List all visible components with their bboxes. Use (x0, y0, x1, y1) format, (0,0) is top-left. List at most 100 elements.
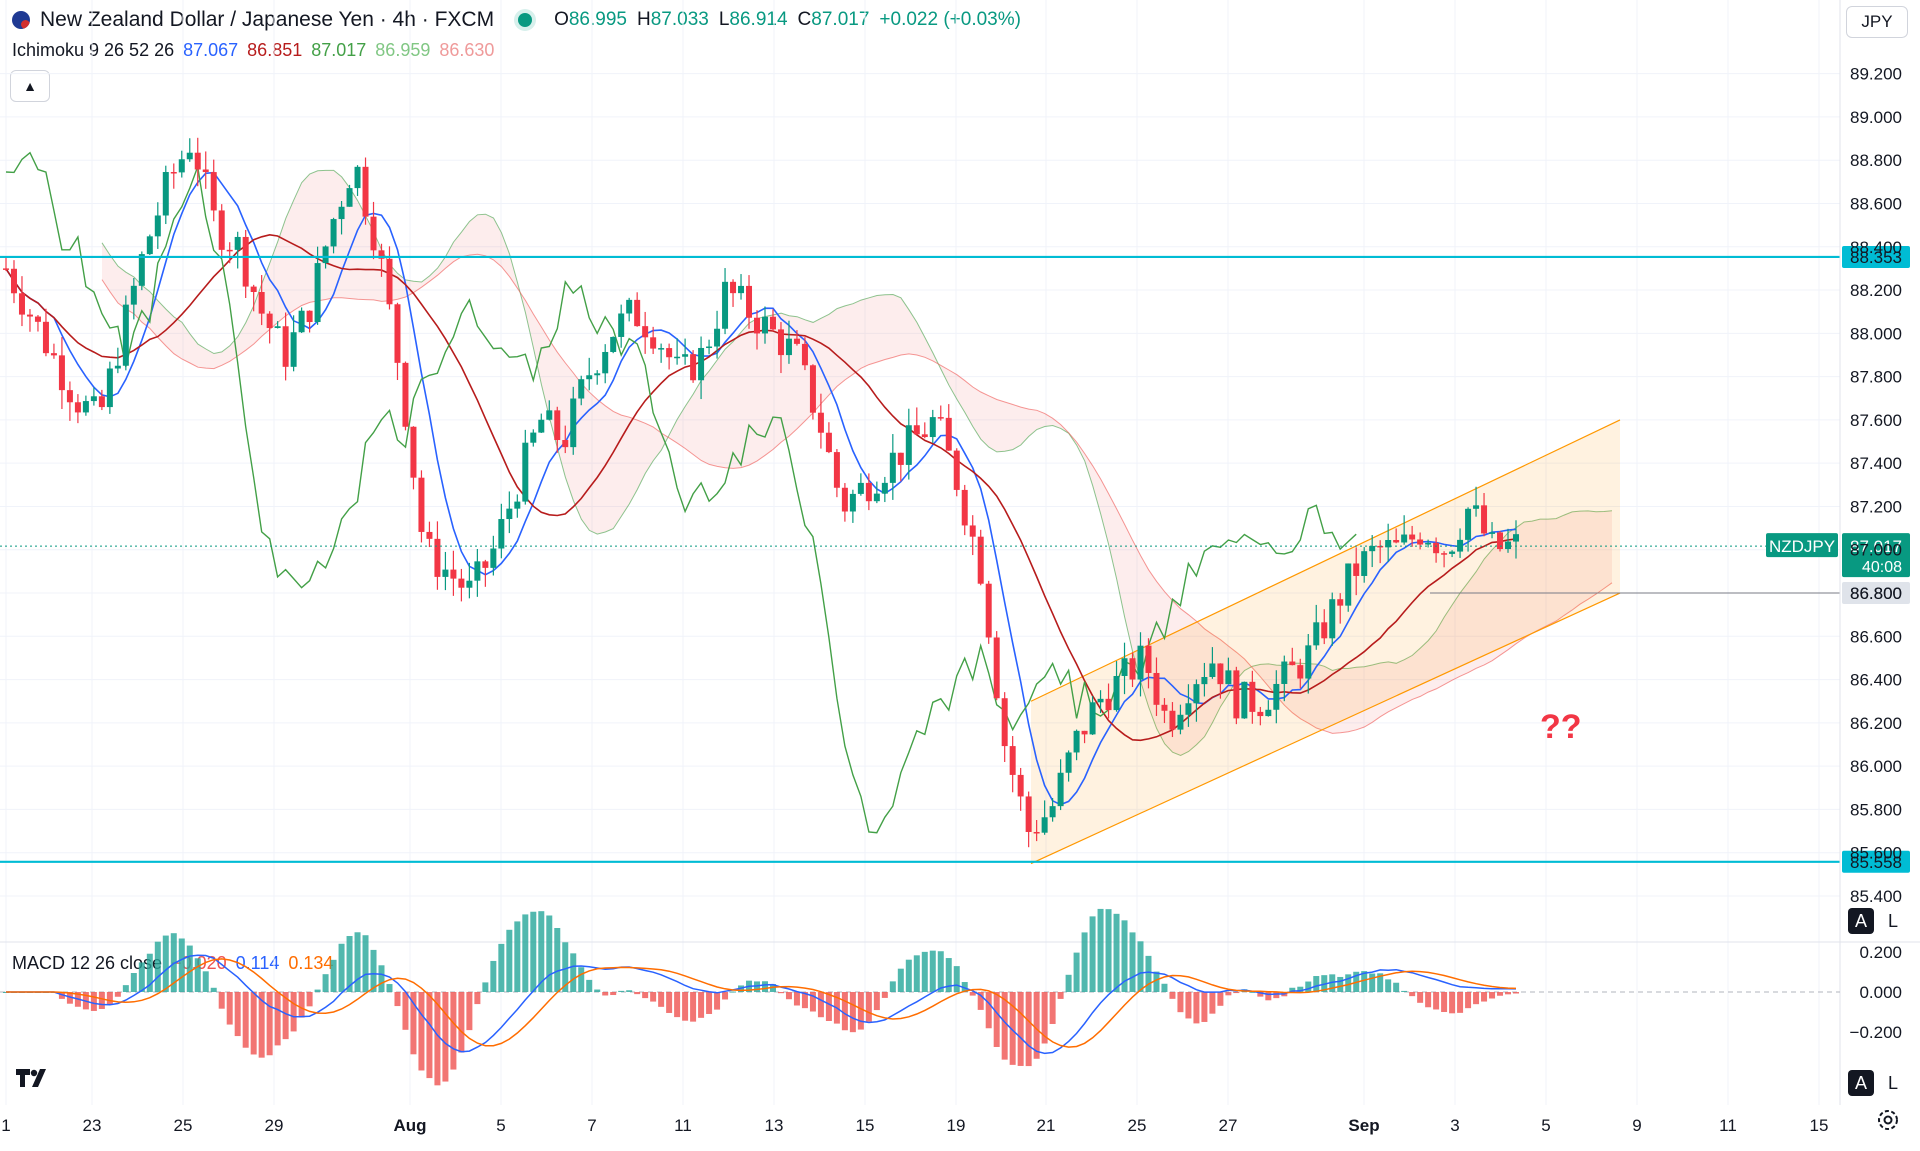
candle-down (817, 412, 824, 433)
macd-histogram-bar (690, 992, 697, 1022)
time-tick-label: 13 (765, 1116, 784, 1135)
ichimoku-value-3: 86.959 (375, 40, 431, 60)
macd-histogram-bar (666, 992, 673, 1013)
macd-histogram-bar (402, 992, 409, 1030)
macd-line (6, 954, 1517, 1055)
macd-histogram-bar (1409, 992, 1416, 997)
candle-up (1177, 714, 1184, 730)
tradingview-logo-icon[interactable] (14, 1063, 54, 1097)
macd-histogram-bar (258, 992, 265, 1058)
chart-grid (0, 0, 1840, 1105)
candle-down (1145, 645, 1152, 673)
signal-line (6, 958, 1517, 1048)
gear-icon[interactable] (1875, 1107, 1901, 1133)
price-change: +0.022 (+0.03%) (879, 9, 1021, 30)
candle-down (1025, 796, 1032, 832)
macd-tick-label: 0.000 (1859, 983, 1902, 1002)
macd-histogram-bar (698, 992, 705, 1018)
candle-down (977, 536, 984, 584)
candle-down (58, 355, 65, 391)
macd-histogram-bar (849, 992, 856, 1033)
candle-up (722, 281, 729, 329)
candle-up (1265, 709, 1272, 717)
candle-down (1233, 670, 1240, 719)
price-tick-label: 87.600 (1850, 411, 1902, 430)
candle-up (1329, 599, 1336, 639)
candle-up (1137, 645, 1144, 680)
candle-up (1113, 676, 1120, 711)
ichimoku-legend[interactable]: Ichimoku 9 26 52 26 87.067 86.851 87.017 86… (12, 40, 494, 66)
macd-histogram-bar (266, 992, 273, 1056)
candle-up (1361, 551, 1368, 576)
macd-histogram-bar (1361, 971, 1368, 992)
collapse-legend-button[interactable]: ▲ (10, 70, 50, 102)
macd-histogram-bar (1049, 992, 1056, 1024)
macd-histogram-bar (498, 943, 505, 992)
macd-histogram-bar (1433, 992, 1440, 1010)
last-price-label: 87.017 (1850, 537, 1902, 556)
macd-log-scale-button[interactable]: L (1887, 1072, 1898, 1093)
price-tick-label: 86.600 (1850, 627, 1902, 646)
candle-up (522, 442, 529, 502)
candle-down (961, 489, 968, 526)
candle-up (1313, 622, 1320, 646)
candle-up (1057, 772, 1064, 807)
symbol-title[interactable]: New Zealand Dollar / Japanese Yen · 4h ·… (40, 8, 495, 31)
macd-histogram-bar (1377, 973, 1384, 992)
macd-histogram-bar (202, 971, 209, 992)
macd-histogram-bar (706, 992, 713, 1014)
price-tick-label: 86.000 (1850, 757, 1902, 776)
macd-histogram-bar (626, 990, 633, 992)
chevron-up-icon: ▲ (23, 78, 37, 94)
candle-up (905, 425, 912, 465)
macd-histogram-bar (370, 949, 377, 992)
candle-up (1097, 698, 1104, 703)
candle-down (1017, 774, 1024, 797)
macd-auto-scale-button[interactable]: A (1848, 1070, 1874, 1096)
macd-histogram-bar (194, 958, 201, 992)
level-label: 85.558 (1850, 853, 1902, 872)
candle-down (777, 329, 784, 356)
auto-scale-button[interactable]: A (1848, 908, 1874, 934)
macd-histogram-bar (138, 962, 145, 992)
macd-histogram-bar (178, 938, 185, 992)
ohlc-l: L86.914 (718, 9, 788, 30)
ichimoku-value-0: 87.067 (183, 40, 239, 60)
candle-up (610, 336, 617, 352)
candle-up (1065, 752, 1072, 773)
macd-histogram-bar (793, 992, 800, 1006)
macd-histogram-bar (1225, 992, 1232, 996)
candle-up (90, 396, 97, 402)
macd-histogram-bar (1305, 981, 1312, 992)
macd-histogram-bar (1177, 992, 1184, 1013)
candle-down (1393, 539, 1400, 543)
candle-down (897, 452, 904, 465)
macd-histogram-bar (242, 992, 249, 1048)
macd-histogram-bar (801, 992, 808, 1009)
macd-tick-label: −0.200 (1850, 1023, 1902, 1042)
currency-button[interactable]: JPY (1846, 6, 1908, 38)
candle-down (801, 343, 808, 366)
time-tick-label: 27 (1219, 1116, 1238, 1135)
macd-histogram-bar (889, 981, 896, 992)
macd-tick-label: 0.200 (1859, 943, 1902, 962)
macd-histogram-bar (1009, 992, 1016, 1065)
candle-up (1505, 541, 1512, 550)
time-tick-label: 29 (265, 1116, 284, 1135)
candle-up (1465, 508, 1472, 540)
candle-up (466, 580, 473, 588)
time-tick-label: 7 (587, 1116, 596, 1135)
channel-fill (1031, 419, 1620, 864)
candle-down (378, 250, 385, 259)
candle-up (114, 365, 121, 369)
macd-histogram-bar (482, 982, 489, 992)
macd-histogram-bar (1473, 992, 1480, 1005)
log-scale-button[interactable]: L (1887, 910, 1898, 931)
macd-histogram-bar (106, 992, 113, 1005)
candle-down (1161, 704, 1168, 711)
macd-histogram-bar (1113, 913, 1120, 992)
macd-histogram-bar (530, 911, 537, 992)
candle-up (889, 452, 896, 483)
